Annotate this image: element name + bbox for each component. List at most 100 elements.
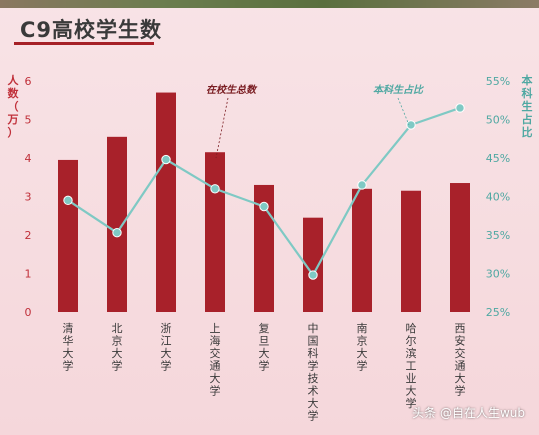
line-point[interactable] [63,195,73,206]
x-tick-label-char: 学 [357,359,368,373]
bar[interactable] [107,136,127,312]
y-tick-label: 6 [25,75,32,88]
x-tick-label-char: 通 [455,360,466,373]
y2-axis-label-char: 科 [522,86,533,100]
line-series [63,103,465,280]
y2-axis-label: 本科生占比 [522,73,533,139]
x-tick-label-char: 工 [406,360,417,373]
x-tick-label-char: 学 [455,384,466,398]
x-tick-label-char: 大 [210,371,221,385]
x-tick-label-char: 交 [210,346,221,360]
x-tick-label-char: 大 [161,346,172,360]
x-tick-label-char: 大 [357,346,368,360]
y-axis-label-char: （ [8,100,19,113]
header-photo-strip [0,0,539,8]
y2-tick-label: 40% [486,191,510,204]
page-title: C9高校学生数 [20,18,163,42]
x-tick-label-char: 西 [455,322,466,335]
y2-tick-label: 45% [486,152,510,165]
x-tick-label-char: 浙 [161,322,172,335]
y2-tick-label: 30% [486,268,510,281]
line-point[interactable] [161,154,171,165]
y-tick-label: 0 [25,306,32,319]
x-tick-label-char: 大 [259,346,270,360]
title-underline [14,42,154,45]
annotation-total: 在校生总数 [206,84,258,96]
line-point[interactable] [308,270,318,280]
x-tick-label-char: 大 [455,371,466,385]
x-tick-label-char: 清 [63,322,74,335]
x-tick-label-char: 大 [308,396,319,410]
line-point[interactable] [112,227,122,238]
y-tick-label: 5 [25,114,32,127]
x-tick-label-char: 学 [308,409,319,423]
annotation-total-leader [215,97,229,159]
bar[interactable] [401,190,421,312]
y-axis-label: 人数（万） [7,73,20,139]
line-point[interactable] [406,120,416,130]
y2-tick-label: 35% [486,229,510,242]
bar[interactable] [303,217,323,312]
line-point[interactable] [455,103,465,113]
y-axis-label-char: 人 [8,73,20,87]
x-tick-label-char: 滨 [406,346,417,360]
bar-series [58,92,470,312]
line-point[interactable] [357,180,367,190]
x-tick-label-char: 大 [406,384,417,398]
x-tick-label-char: 学 [259,359,270,373]
bar[interactable] [156,92,176,312]
annotation-ratio-leader [397,97,410,126]
x-tick-label-char: 大 [63,346,74,360]
bar[interactable] [450,183,470,312]
axes: 012345625%30%35%40%45%50%55%人数（万）本科生占比清华… [7,73,533,423]
x-tick-label-char: 学 [63,359,74,373]
annotation-ratio: 本科生占比 [373,84,425,96]
x-tick-label-char: 海 [210,334,221,348]
line-point[interactable] [259,201,269,212]
x-tick-label-char: 业 [406,372,417,385]
watermark: 头条 @自在人生wub [412,406,525,420]
x-tick-label-char: 复 [259,321,270,335]
x-tick-label-char: 京 [357,334,368,348]
x-tick-label-char: 学 [406,396,417,410]
bar[interactable] [58,159,78,312]
y-tick-label: 2 [25,229,32,242]
x-tick-label-char: 通 [210,360,221,373]
x-tick-label-char: 旦 [259,335,270,348]
x-tick-label-char: 上 [210,322,221,335]
x-tick-label-char: 北 [112,322,123,335]
bar[interactable] [352,188,372,312]
bar[interactable] [254,184,274,312]
x-tick-label-char: 学 [210,384,221,398]
y2-tick-label: 55% [486,75,510,88]
y2-axis-label-char: 本 [522,73,533,87]
x-tick-label-char: 学 [112,359,123,373]
x-tick-label-char: 江 [161,335,172,348]
bar[interactable] [205,152,225,312]
x-tick-label-char: 南 [357,322,368,335]
x-tick-label-char: 科 [308,346,319,360]
x-tick-label-char: 尔 [406,335,417,348]
x-tick-label-char: 中 [308,322,319,335]
y-axis-label-char: 数 [8,86,20,100]
x-tick-label-char: 学 [308,359,319,373]
x-tick-label-char: 大 [112,346,123,360]
y2-tick-label: 50% [486,114,510,127]
y-tick-label: 4 [25,152,32,165]
x-tick-label-char: 交 [455,346,466,360]
y-axis-label-char: ） [8,126,19,139]
line-point[interactable] [210,184,220,194]
y2-tick-label: 25% [486,306,510,319]
x-tick-label-char: 安 [455,334,466,348]
x-tick-label-char: 技 [308,372,319,385]
x-tick-label-char: 华 [63,334,74,348]
